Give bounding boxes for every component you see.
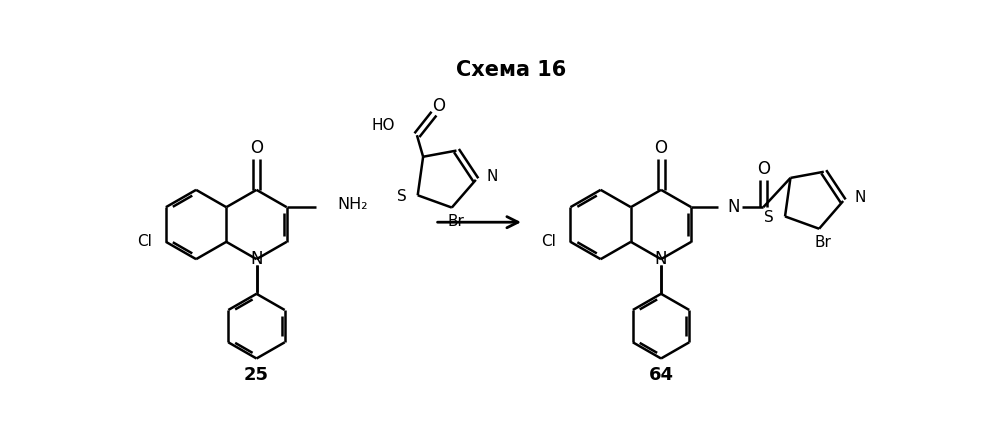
Text: O: O — [250, 139, 263, 157]
Text: N: N — [655, 250, 668, 268]
Text: O: O — [756, 160, 769, 178]
Text: N: N — [250, 250, 262, 268]
Text: Cl: Cl — [542, 235, 557, 249]
Text: O: O — [655, 139, 668, 157]
Text: N: N — [728, 198, 741, 216]
Text: S: S — [764, 210, 774, 225]
Text: Cl: Cl — [137, 235, 152, 249]
Text: N: N — [487, 169, 498, 184]
Text: Br: Br — [814, 235, 831, 250]
Text: Схема 16: Схема 16 — [456, 60, 567, 80]
Text: HO: HO — [371, 118, 395, 133]
Text: O: O — [432, 97, 445, 115]
Text: NH₂: NH₂ — [338, 198, 368, 213]
Text: N: N — [854, 191, 865, 205]
Text: 64: 64 — [649, 367, 674, 385]
Text: Br: Br — [447, 214, 464, 229]
Text: 25: 25 — [244, 367, 269, 385]
Text: S: S — [397, 189, 407, 204]
